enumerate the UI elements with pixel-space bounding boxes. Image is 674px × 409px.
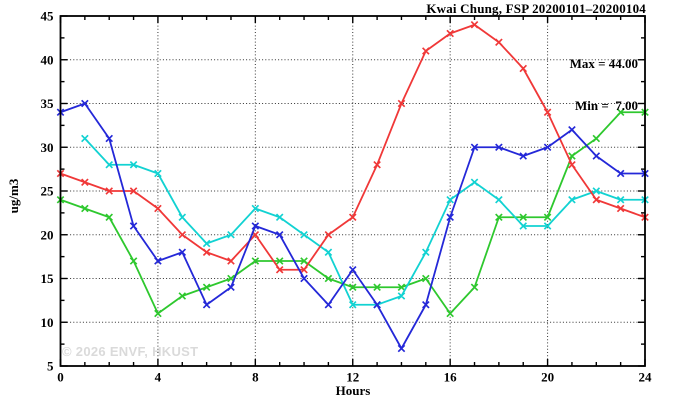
series-blue-line xyxy=(60,102,645,350)
x-tick-label: 0 xyxy=(57,370,64,385)
legend-max-value: Max = 44.00 xyxy=(569,56,638,71)
x-tick-label: 24 xyxy=(639,370,653,385)
y-tick-label: 35 xyxy=(41,96,55,111)
chart-title: Kwai Chung, FSP 20200101–20200104 xyxy=(426,1,646,16)
series-cyan-line xyxy=(84,137,645,306)
x-tick-label: 4 xyxy=(155,370,162,385)
legend-box: Max = 44.00 Min = 7.00 xyxy=(570,29,638,141)
y-tick-label: 5 xyxy=(47,359,54,374)
y-tick-label: 20 xyxy=(41,227,54,242)
y-tick-label: 10 xyxy=(41,315,54,330)
x-tick-label: 8 xyxy=(252,370,259,385)
x-tick-label: 20 xyxy=(541,370,554,385)
y-tick-label: 45 xyxy=(41,9,55,24)
legend-min-value: Min = 7.00 xyxy=(574,98,638,113)
x-tick-label: 12 xyxy=(346,370,359,385)
y-tick-label: 30 xyxy=(41,140,54,155)
watermark: © 2026 ENVF, HKUST xyxy=(62,344,199,359)
plot-frame xyxy=(59,15,646,367)
y-tick-label: 25 xyxy=(41,184,55,199)
y-tick-label: 40 xyxy=(41,52,54,67)
x-tick-label: 16 xyxy=(444,370,458,385)
series-green-line xyxy=(60,111,645,315)
series-cyan-markers xyxy=(81,134,649,309)
x-axis-label: Hours xyxy=(335,383,371,398)
y-axis-label: ug/m3 xyxy=(6,178,21,214)
y-tick-label: 15 xyxy=(41,271,55,286)
